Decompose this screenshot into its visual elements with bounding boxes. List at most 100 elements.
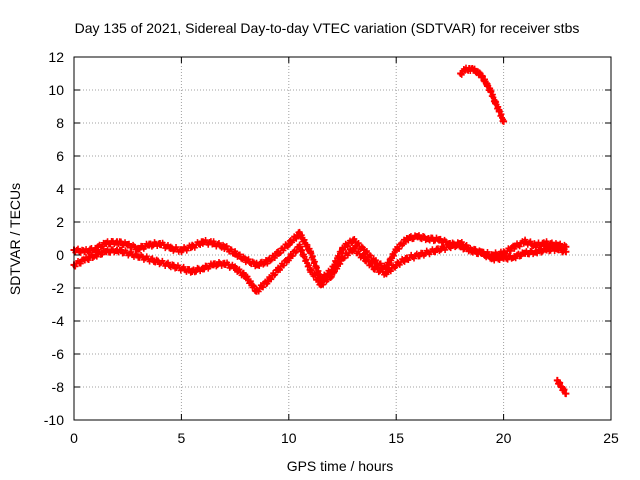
data-point: [339, 254, 346, 262]
data-point: [482, 79, 490, 87]
data-point: [296, 230, 304, 238]
data-point: [424, 235, 432, 242]
data-point: [145, 241, 153, 249]
data-point: [532, 248, 540, 256]
data-point: [274, 266, 282, 274]
data-point-mark: [289, 253, 296, 260]
data-point: [167, 244, 175, 252]
data-point: [81, 256, 89, 264]
data-point: [414, 233, 422, 241]
data-point: [510, 243, 518, 251]
y-tick-label: 4: [56, 181, 64, 197]
y-tick-label: 10: [48, 82, 64, 98]
data-point-mark: [128, 248, 135, 255]
data-point: [392, 261, 400, 269]
data-point: [339, 244, 346, 252]
data-point: [199, 264, 207, 272]
data-point: [532, 241, 540, 249]
sdtvar-arc-20h: [457, 64, 508, 125]
data-point: [470, 66, 478, 74]
data-point-mark: [453, 242, 460, 249]
data-point: [113, 246, 121, 254]
y-tick-label: -8: [52, 379, 65, 395]
data-point: [285, 239, 293, 247]
data-point: [392, 246, 400, 254]
data-point: [403, 235, 411, 242]
data-point: [562, 248, 570, 256]
sdtvar-main-lower: [70, 239, 570, 295]
data-point-mark: [367, 252, 374, 259]
data-point: [242, 272, 250, 280]
y-tick-label: 6: [56, 148, 64, 164]
data-point: [285, 254, 293, 262]
data-point: [349, 244, 357, 252]
data-point: [231, 264, 239, 272]
data-point-mark: [432, 249, 439, 256]
data-point-mark: [99, 251, 106, 258]
y-axis-label: SDTVAR / TECUs: [7, 183, 23, 295]
data-point-mark: [260, 284, 267, 291]
data-point-mark: [314, 274, 321, 281]
data-point-mark: [272, 271, 279, 278]
x-axis-label: GPS time / hours: [287, 458, 394, 474]
data-point: [296, 243, 304, 251]
data-point-mark: [387, 268, 394, 275]
data-point-mark: [236, 251, 243, 258]
data-point-mark: [180, 263, 187, 270]
y-tick-label: 8: [56, 115, 64, 131]
data-point: [495, 107, 503, 115]
y-tick-label: -10: [44, 412, 64, 428]
data-point: [500, 254, 508, 262]
data-point-mark: [240, 269, 247, 276]
data-point: [457, 239, 465, 247]
data-point: [306, 248, 314, 256]
data-point: [435, 236, 443, 244]
data-point-mark: [518, 252, 525, 259]
chart-title: Day 135 of 2021, Sidereal Day-to-day VTE…: [75, 20, 580, 36]
data-point: [242, 256, 250, 264]
data-point: [457, 70, 465, 77]
data-point: [253, 261, 261, 269]
y-tick-label: -2: [52, 280, 65, 296]
data-point-mark: [447, 245, 454, 252]
x-tick-label: 5: [178, 430, 186, 446]
data-point: [553, 244, 561, 252]
data-point: [188, 243, 196, 251]
data-point: [521, 238, 529, 246]
data-point: [491, 98, 499, 106]
x-tick-label: 10: [281, 430, 297, 446]
data-point-mark: [75, 245, 82, 252]
data-point: [263, 258, 271, 266]
data-point-mark: [426, 251, 433, 258]
data-point-mark: [250, 282, 257, 289]
data-point: [177, 246, 185, 254]
x-tick-label: 20: [496, 430, 512, 446]
data-point-mark: [149, 255, 156, 262]
data-point: [306, 266, 314, 274]
data-point: [91, 244, 99, 252]
data-point-mark: [411, 255, 418, 262]
data-point: [371, 258, 379, 266]
data-point: [543, 246, 551, 254]
data-point-mark: [228, 246, 235, 253]
data-point-mark: [324, 276, 331, 283]
x-tick-label: 0: [70, 430, 78, 446]
data-point: [487, 88, 495, 96]
data-point: [371, 264, 379, 272]
data-point: [231, 249, 239, 257]
data-point: [188, 268, 196, 275]
data-point: [317, 281, 325, 289]
data-point: [489, 254, 497, 262]
data-point: [478, 249, 486, 257]
data-point: [91, 251, 99, 259]
data-point-mark: [504, 256, 511, 263]
data-point: [474, 68, 482, 76]
data-point-mark: [165, 259, 172, 266]
data-point: [328, 271, 336, 279]
data-point-mark: [293, 235, 300, 242]
data-point-mark: [247, 278, 254, 285]
data-point: [102, 239, 110, 247]
data-point: [478, 73, 486, 81]
data-point-mark: [268, 256, 275, 263]
